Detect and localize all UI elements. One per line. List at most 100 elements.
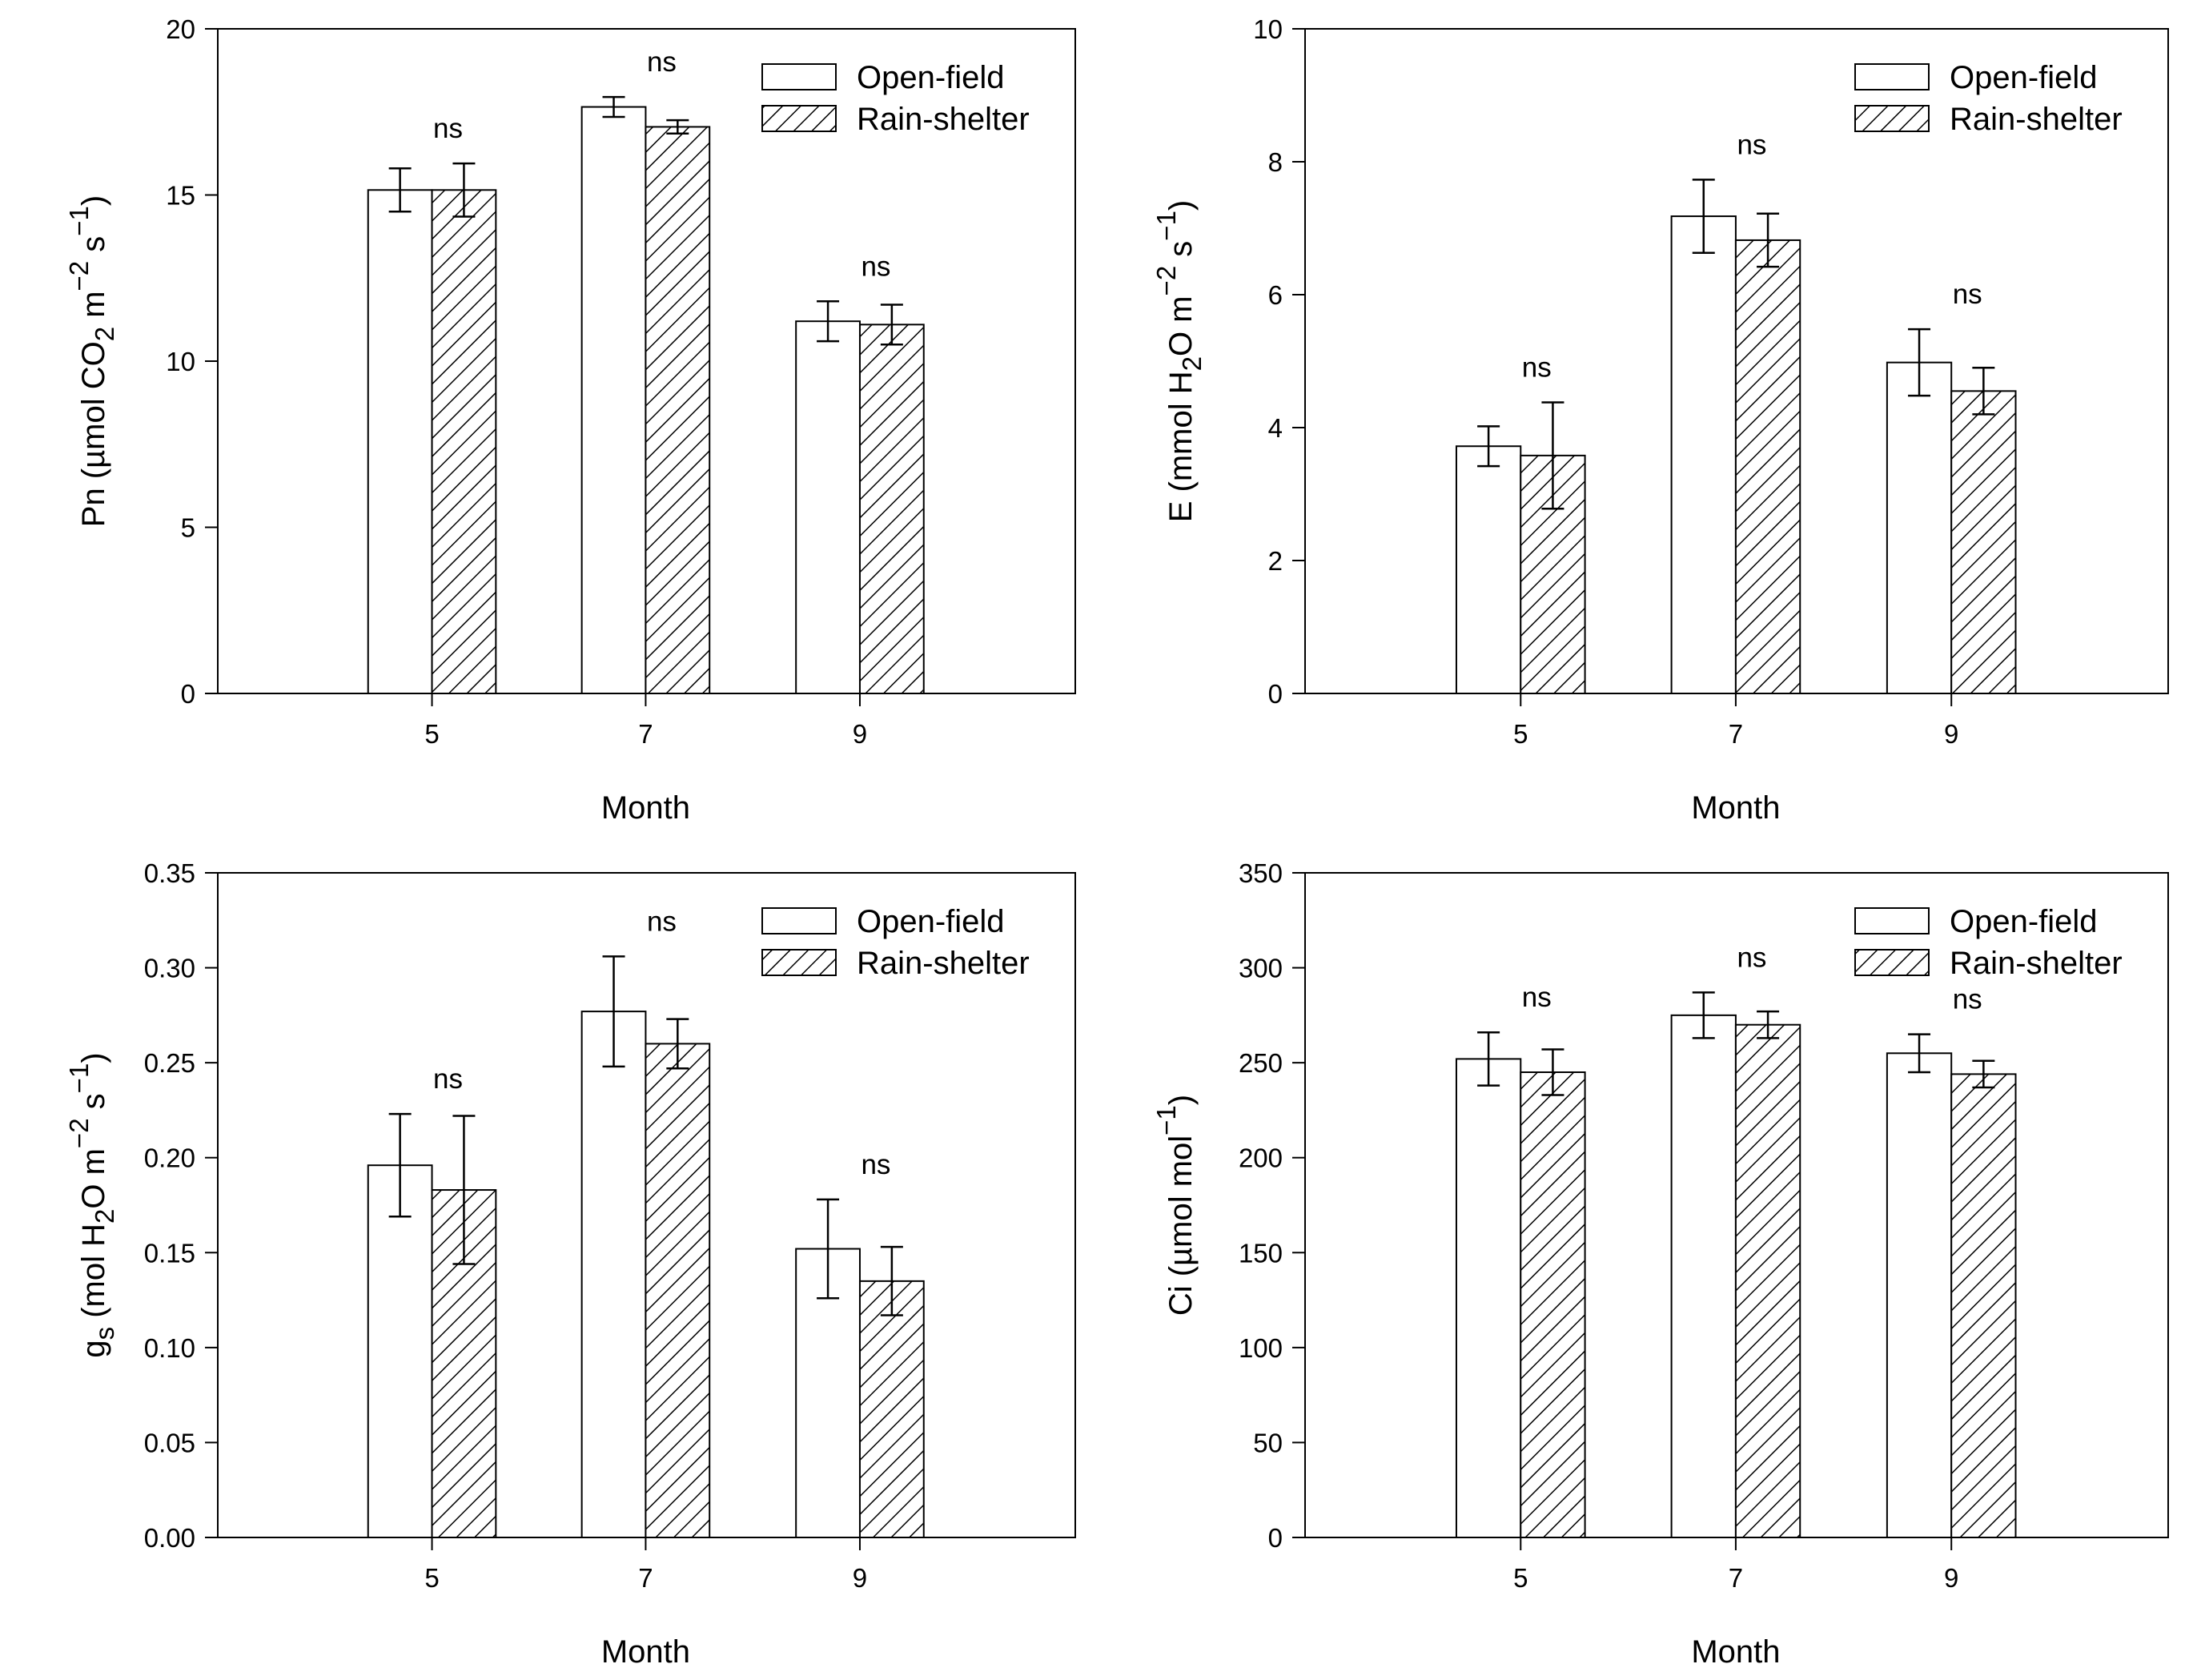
legend-swatch <box>761 907 837 934</box>
legend-swatch <box>761 63 837 90</box>
x-axis-title: Month <box>1691 1634 1780 1670</box>
x-axis-title: Month <box>1691 790 1780 826</box>
x-tick-label: 9 <box>1944 719 1958 749</box>
bar-open-field <box>580 1011 647 1538</box>
significance-label: ns <box>1522 982 1552 1013</box>
bar-open-field <box>1886 1052 1953 1539</box>
bar-rain-shelter <box>1520 1071 1586 1538</box>
bar-open-field <box>1670 215 1737 694</box>
bar-open-field <box>795 320 861 694</box>
legend-swatch <box>761 949 837 976</box>
bar-open-field <box>367 1164 433 1538</box>
y-axis-title-part: −1 <box>64 206 94 236</box>
x-tick-label: 5 <box>424 719 439 749</box>
legend-label: Open-field <box>1950 60 2098 95</box>
y-tick-label: 150 <box>1239 1238 1283 1268</box>
legend-label: Rain-shelter <box>857 946 1030 981</box>
bar-rain-shelter <box>645 1043 711 1538</box>
bar-open-field <box>1455 1058 1522 1538</box>
significance-label: ns <box>1953 279 1982 310</box>
y-tick-label: 15 <box>166 181 195 211</box>
bar-rain-shelter <box>1734 1023 1801 1538</box>
y-axis-title-part: −1 <box>1151 1105 1181 1135</box>
y-axis-title-part: −1 <box>1151 211 1181 241</box>
x-tick-label: 5 <box>424 1563 439 1593</box>
y-tick-label: 20 <box>166 14 195 44</box>
panel-gs: 0.00 0.05 0.10 0.15 0.20 0.25 0.30 0.35 5 ns 7 ns 9 n… <box>64 858 1076 1670</box>
y-axis-title: Ci (µmol mol−1) <box>1151 1095 1199 1316</box>
legend-swatch <box>761 105 837 132</box>
bar-open-field <box>1455 445 1522 694</box>
y-axis-title-part: s <box>76 236 111 261</box>
y-tick-label: 0 <box>1268 679 1283 709</box>
y-axis-title-part: 2 <box>1177 356 1207 371</box>
significance-label: ns <box>1737 942 1766 973</box>
legend-label: Open-field <box>857 904 1005 939</box>
x-tick-label: 9 <box>853 1563 867 1593</box>
y-tick-label: 6 <box>1268 280 1283 310</box>
y-axis-title-part: ) <box>76 195 111 206</box>
panel-e: 0 2 4 6 8 10 5 ns 7 ns 9 ns Month Open-field Rain-shel… <box>1151 14 2169 826</box>
significance-label: ns <box>1953 984 1982 1015</box>
x-tick-label: 9 <box>1944 1563 1958 1593</box>
y-tick-label: 300 <box>1239 954 1283 983</box>
y-tick-label: 0 <box>1268 1523 1283 1553</box>
y-tick-label: 100 <box>1239 1333 1283 1363</box>
bar-rain-shelter <box>1734 239 1801 694</box>
y-tick-label: 0.25 <box>144 1048 195 1078</box>
y-axis-title-part: 2 <box>90 327 119 341</box>
legend-swatch <box>1854 63 1930 90</box>
y-axis-title-part: −2 <box>1151 266 1181 296</box>
significance-label: ns <box>647 906 677 937</box>
y-axis-title-part: ) <box>1163 1095 1199 1105</box>
x-tick-label: 5 <box>1513 1563 1528 1593</box>
y-axis-title-part: Pn (µmol CO <box>76 341 111 527</box>
legend-label: Open-field <box>1950 904 2098 939</box>
significance-label: ns <box>861 1149 890 1180</box>
y-axis-title-part: −2 <box>64 261 94 291</box>
y-axis-title-part: ) <box>76 1052 111 1063</box>
bar-open-field <box>1670 1014 1737 1539</box>
y-axis-title-part: s <box>1163 241 1199 266</box>
bar-rain-shelter <box>1950 1073 2017 1539</box>
legend-label: Rain-shelter <box>1950 102 2123 137</box>
x-tick-label: 7 <box>1729 1563 1743 1593</box>
y-tick-label: 5 <box>181 513 195 543</box>
y-tick-label: 4 <box>1268 413 1283 443</box>
significance-label: ns <box>433 1063 463 1095</box>
panel-pn: 0 5 10 15 20 5 ns 7 ns 9 ns Month Open-field Rain-she… <box>64 14 1076 826</box>
legend-label: Open-field <box>857 60 1005 95</box>
legend-label: Rain-shelter <box>857 102 1030 137</box>
y-axis-title-part: g <box>76 1340 111 1357</box>
x-tick-label: 9 <box>853 719 867 749</box>
significance-label: ns <box>433 113 463 144</box>
y-tick-label: 0.05 <box>144 1428 195 1457</box>
y-axis-title-part: (mol H <box>76 1224 111 1327</box>
y-axis-title-part: O m <box>76 1148 111 1209</box>
y-axis-title: E (mmol H2O m−2 s−1) <box>1151 200 1207 523</box>
legend-label: Rain-shelter <box>1950 946 2123 981</box>
significance-label: ns <box>861 251 890 282</box>
significance-label: ns <box>1737 129 1766 160</box>
x-axis-title: Month <box>601 1634 690 1670</box>
y-tick-label: 0.30 <box>144 954 195 983</box>
x-tick-label: 7 <box>638 719 653 749</box>
y-axis-title: gs (mol H2O m−2 s−1) <box>64 1052 119 1357</box>
bar-rain-shelter <box>431 189 497 694</box>
bar-open-field <box>367 189 433 694</box>
y-tick-label: 0.20 <box>144 1143 195 1173</box>
y-axis-title-part: ) <box>1163 200 1199 211</box>
bar-open-field <box>580 106 647 694</box>
y-tick-label: 50 <box>1253 1428 1283 1457</box>
y-tick-label: 0 <box>181 679 195 709</box>
y-axis-title-part: −1 <box>64 1063 94 1094</box>
bar-rain-shelter <box>645 126 711 695</box>
x-tick-label: 7 <box>1729 719 1743 749</box>
x-tick-label: 7 <box>638 1563 653 1593</box>
significance-label: ns <box>1522 352 1552 383</box>
y-tick-label: 0.00 <box>144 1523 195 1553</box>
y-tick-label: 10 <box>166 347 195 376</box>
y-tick-label: 0.10 <box>144 1333 195 1363</box>
y-tick-label: 250 <box>1239 1048 1283 1078</box>
